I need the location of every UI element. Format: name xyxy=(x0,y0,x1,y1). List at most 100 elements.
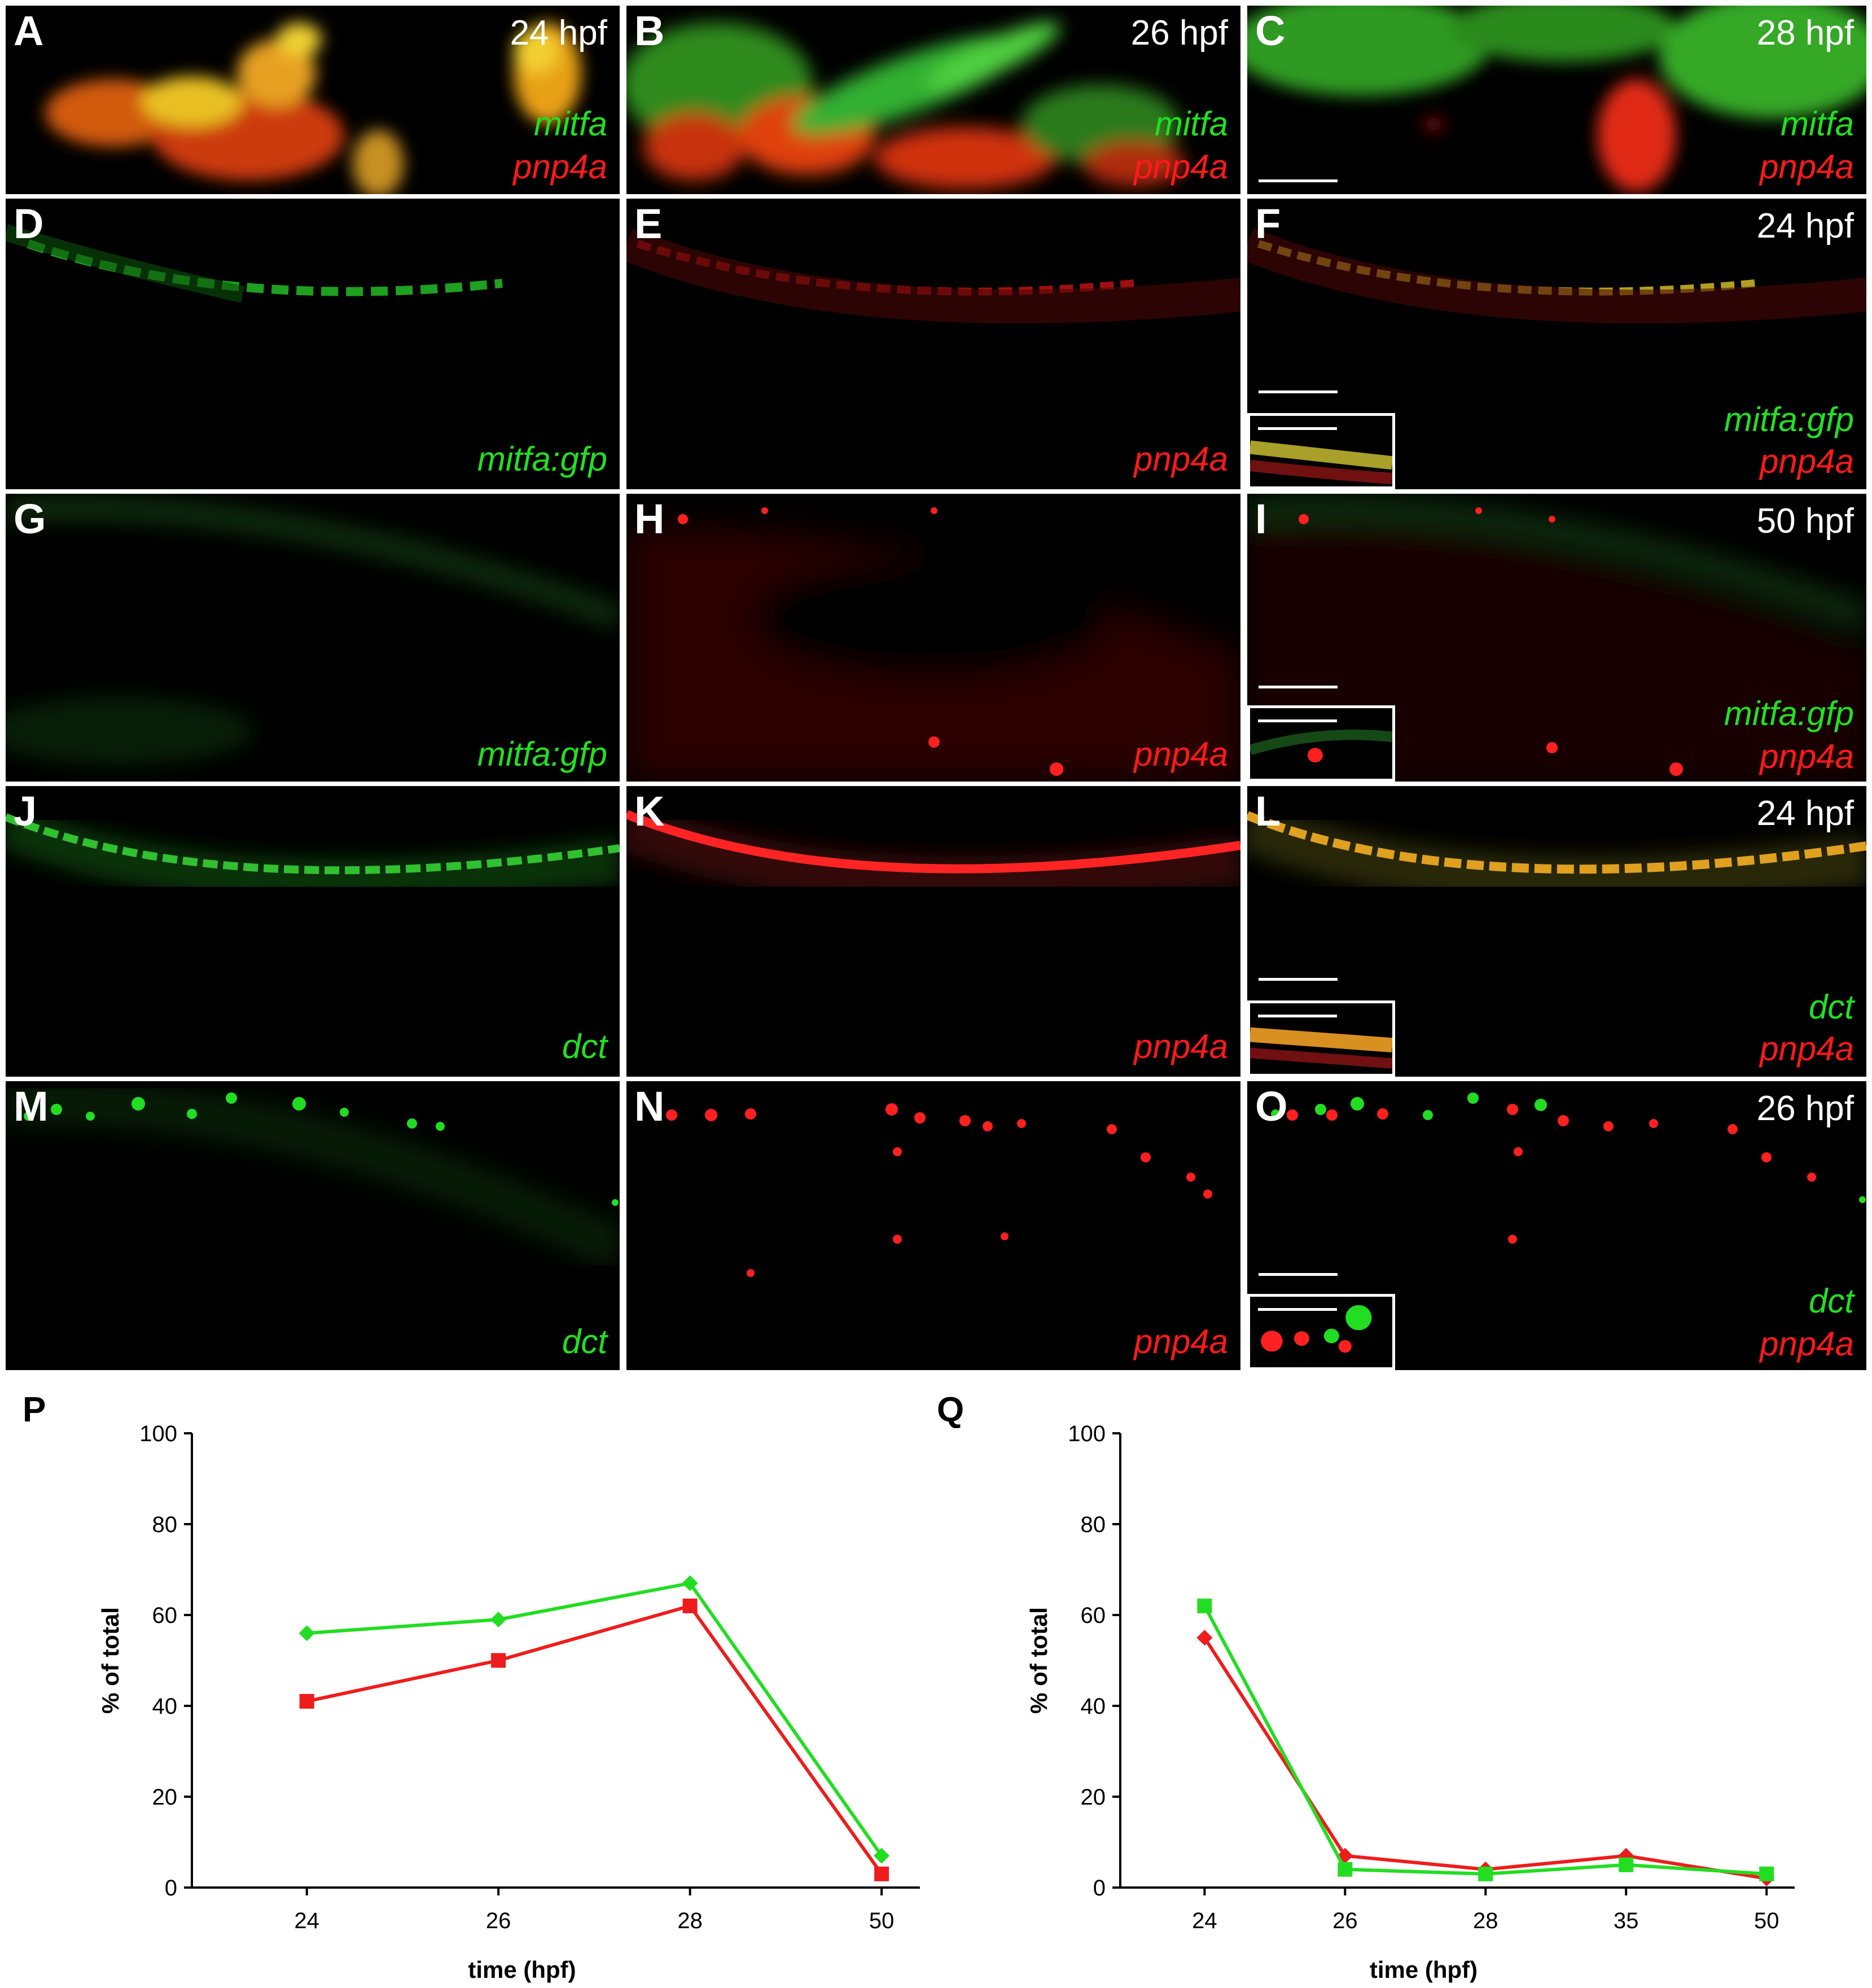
marker-label-red: pnp4a xyxy=(513,148,607,186)
panel-B: B 26 hpf mitfa pnp4a xyxy=(626,6,1240,194)
panel-letter: L xyxy=(1255,788,1281,835)
x-axis-label: time (hpf) xyxy=(468,1956,576,1983)
micrograph-J xyxy=(6,804,620,904)
panel-E: E pnp4a xyxy=(626,199,1240,489)
data-point xyxy=(1478,1866,1493,1881)
x-tick-label: 24 xyxy=(294,1908,319,1933)
marker-label-green: mitfa xyxy=(533,105,607,143)
panel-H: H pnp4a xyxy=(626,494,1240,782)
panel-letter: I xyxy=(1255,495,1267,542)
micrograph-B xyxy=(626,21,1185,189)
marker-label-green: dct xyxy=(562,1323,607,1361)
y-tick-label: 80 xyxy=(152,1512,178,1537)
y-tick-label: 0 xyxy=(1093,1876,1106,1901)
marker-label-green: mitfa:gfp xyxy=(477,735,607,773)
stage-label: 26 hpf xyxy=(1130,14,1228,52)
panel-K: K pnp4a xyxy=(626,786,1240,1077)
stage-label: 28 hpf xyxy=(1756,14,1854,52)
panel-letter: B xyxy=(634,7,665,54)
micrograph-G xyxy=(6,497,620,765)
panel-A: A 24 hpf mitfa pnp4a xyxy=(6,6,620,194)
marker-label-red: pnp4a xyxy=(1760,1030,1854,1068)
stage-label: 24 hpf xyxy=(510,14,607,52)
x-tick-label: 26 xyxy=(486,1908,511,1933)
panel-letter: J xyxy=(14,788,37,835)
scale-bar xyxy=(1259,978,1338,981)
x-tick-label: 28 xyxy=(677,1908,703,1933)
panel-letter: N xyxy=(634,1083,665,1130)
scale-bar xyxy=(1259,390,1338,393)
panel-letter: O xyxy=(1255,1083,1288,1130)
panel-letter: D xyxy=(14,200,44,247)
panel-letter: G xyxy=(14,495,46,542)
panel-C: C 28 hpf mitfa pnp4a xyxy=(1247,6,1866,194)
y-axis-label: % of total xyxy=(97,1607,124,1714)
series-line xyxy=(306,1604,883,1875)
data-point xyxy=(299,1625,315,1642)
panel-letter: E xyxy=(634,200,663,247)
data-point xyxy=(490,1612,507,1628)
y-tick-label: 0 xyxy=(165,1876,177,1901)
y-tick-label: 100 xyxy=(139,1421,177,1446)
marker-label-red: pnp4a xyxy=(1760,738,1854,775)
marker-label-green: mitfa xyxy=(1780,105,1854,143)
micrograph-L xyxy=(1247,802,1866,907)
micrograph-N xyxy=(666,1103,1212,1277)
marker-label-red: pnp4a xyxy=(1134,440,1228,478)
y-tick-label: 20 xyxy=(1081,1785,1106,1810)
panel-D: D mitfa:gfp xyxy=(6,199,620,489)
inset-magnified xyxy=(1247,1000,1395,1077)
data-point xyxy=(682,1575,698,1591)
data-point xyxy=(1619,1857,1634,1872)
y-tick-label: 60 xyxy=(152,1603,178,1628)
data-point xyxy=(1759,1866,1774,1881)
panel-F: F 24 hpf mitfa:gfp pnp4a xyxy=(1247,199,1866,489)
y-tick-label: 100 xyxy=(1068,1421,1106,1446)
chart-letter-Q: Q xyxy=(937,1390,965,1429)
marker-label-green: mitfa:gfp xyxy=(1724,695,1854,732)
data-point xyxy=(299,1693,314,1709)
data-point xyxy=(1338,1862,1353,1877)
x-axis-label: time (hpf) xyxy=(1370,1956,1478,1983)
marker-label-red: pnp4a xyxy=(1760,148,1854,186)
data-point xyxy=(682,1598,698,1613)
micrograph-O xyxy=(1271,1092,1866,1244)
micrograph-A xyxy=(45,23,581,194)
marker-label-green: mitfa xyxy=(1154,105,1228,143)
panel-letter: A xyxy=(14,7,44,54)
series-line xyxy=(1203,1636,1767,1880)
inset-scale-bar xyxy=(1258,1015,1337,1017)
marker-label-green: dct xyxy=(1808,1282,1854,1320)
marker-label-red: pnp4a xyxy=(1134,1323,1228,1361)
x-tick-label: 35 xyxy=(1614,1908,1639,1933)
micrograph-C xyxy=(1247,6,1866,192)
stage-label: 24 hpf xyxy=(1756,794,1854,833)
y-tick-label: 40 xyxy=(1081,1694,1106,1719)
panel-letter: H xyxy=(634,495,665,542)
marker-label-red: pnp4a xyxy=(1134,735,1228,773)
marker-label-red: pnp4a xyxy=(1760,442,1854,480)
marker-label-red: pnp4a xyxy=(1134,148,1228,186)
panel-O: O 26 hpf dct pnp4a xyxy=(1247,1081,1866,1370)
panel-letter: C xyxy=(1255,7,1286,54)
inset-scale-bar xyxy=(1258,427,1337,430)
x-tick-label: 24 xyxy=(1192,1908,1217,1933)
chart-Q: 0 20 40 60 80 100 24 26 28 35 50 time (hpf) % of tot… xyxy=(1025,1421,1795,1983)
data-point xyxy=(1196,1630,1213,1646)
x-tick-label: 50 xyxy=(869,1908,895,1933)
marker-label-red: pnp4a xyxy=(1760,1325,1854,1363)
panel-M: M dct xyxy=(6,1081,620,1370)
y-tick-label: 80 xyxy=(1081,1512,1106,1537)
inset-scale-bar xyxy=(1258,1308,1337,1311)
micrograph-H xyxy=(626,507,1240,782)
scale-bar xyxy=(1259,179,1338,182)
micrograph-K xyxy=(626,802,1240,907)
inset-magnified xyxy=(1247,1294,1395,1370)
panel-G: G mitfa:gfp xyxy=(6,494,620,782)
micrograph-F xyxy=(1247,228,1866,324)
scale-bar xyxy=(1259,1273,1338,1276)
y-axis-label: % of total xyxy=(1025,1607,1052,1714)
inset-scale-bar xyxy=(1258,719,1337,722)
y-tick-label: 20 xyxy=(152,1785,178,1810)
marker-label-red: pnp4a xyxy=(1134,1028,1228,1065)
